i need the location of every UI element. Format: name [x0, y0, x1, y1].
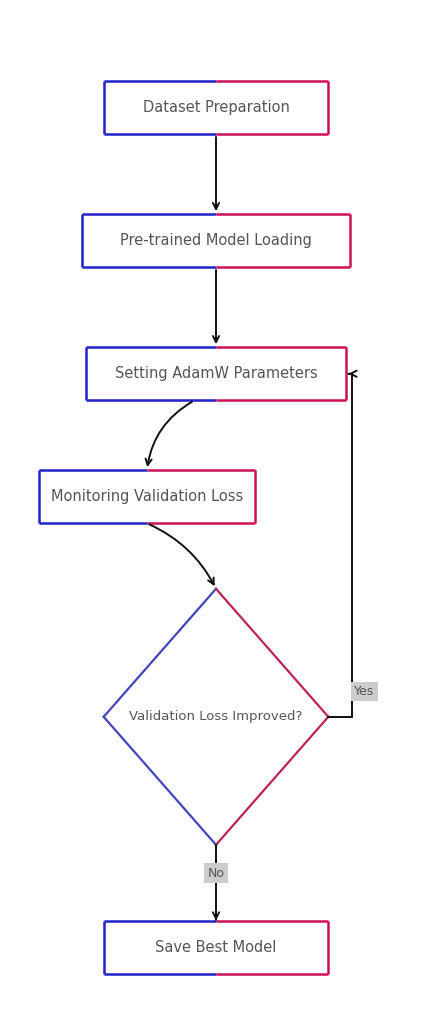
Bar — [39, 470, 255, 523]
Text: Setting AdamW Parameters: Setting AdamW Parameters — [114, 367, 318, 381]
Text: Dataset Preparation: Dataset Preparation — [143, 100, 289, 115]
Text: No: No — [207, 867, 225, 880]
Text: Validation Loss Improved?: Validation Loss Improved? — [129, 711, 303, 723]
Text: Save Best Model: Save Best Model — [156, 940, 276, 954]
Text: Monitoring Validation Loss: Monitoring Validation Loss — [51, 489, 243, 504]
Bar — [86, 347, 346, 400]
Text: Pre-trained Model Loading: Pre-trained Model Loading — [120, 233, 312, 248]
Bar — [104, 921, 328, 974]
Polygon shape — [104, 589, 328, 845]
Bar — [82, 214, 350, 267]
Text: Yes: Yes — [354, 685, 375, 697]
Bar — [104, 81, 328, 134]
